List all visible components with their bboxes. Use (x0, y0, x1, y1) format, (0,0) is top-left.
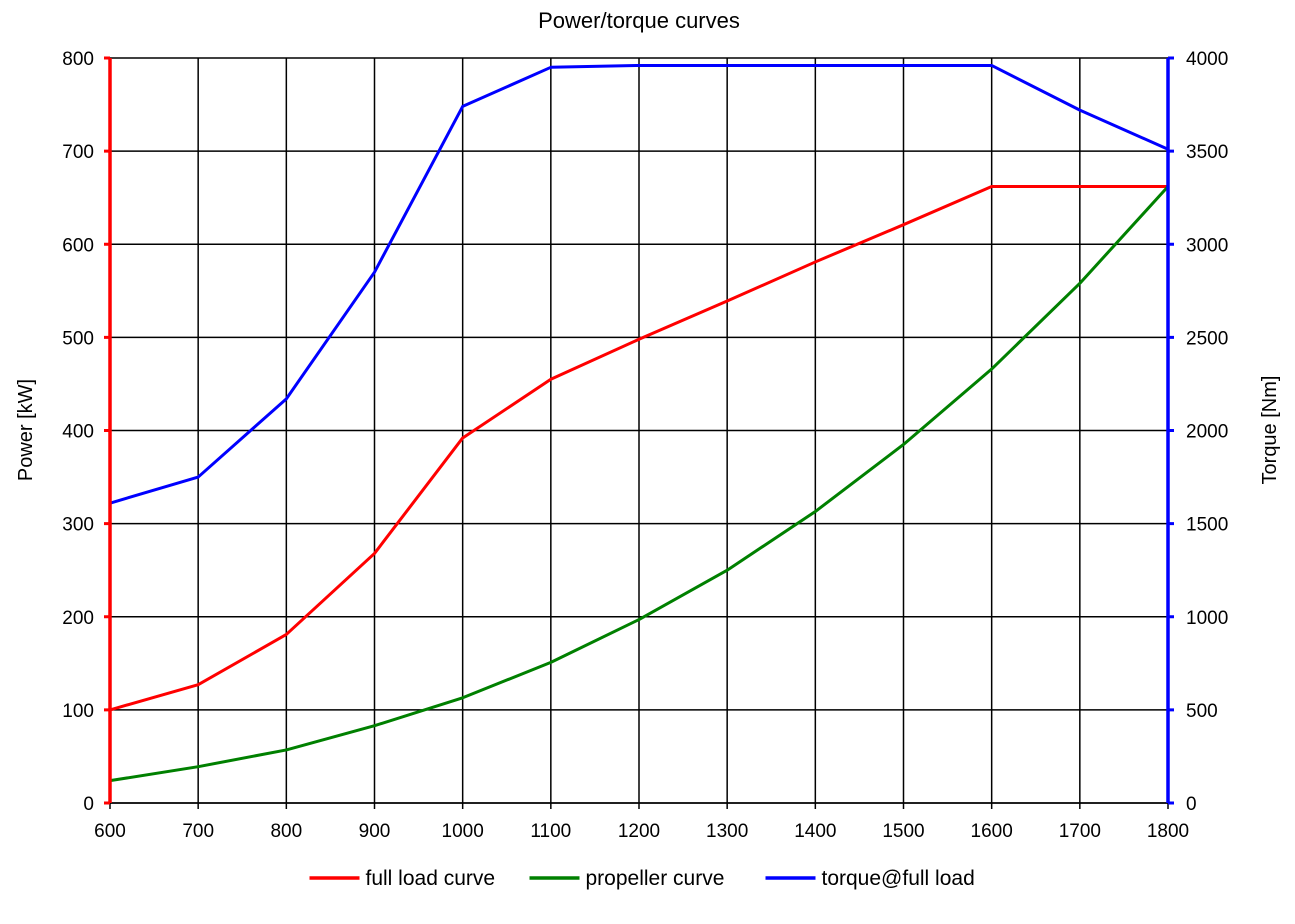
y2-axis-label-torque: Torque [Nm] (1259, 376, 1281, 485)
series-line-propeller-curve (109, 185, 1170, 783)
x-tick-label: 1800 (1147, 821, 1189, 842)
y2-tick-label: 2000 (1186, 422, 1228, 443)
y2-tick-label: 3000 (1186, 235, 1228, 256)
axes: 600 700 800 900 1000 1100 1200 1300 1400 1500 1600… (62, 49, 1228, 842)
y2-tick-label: 500 (1186, 701, 1218, 722)
y2-tick-label: 2500 (1186, 328, 1228, 349)
x-tick-label: 600 (94, 821, 126, 842)
x-tick-label: 1000 (442, 821, 484, 842)
y2-tick-label: 0 (1186, 794, 1197, 815)
y-tick-label: 500 (62, 328, 94, 349)
y-tick-label: 400 (62, 422, 94, 443)
x-tick-label: 800 (270, 821, 302, 842)
x-tick-label: 1100 (530, 821, 571, 842)
y-tick-label: 600 (62, 235, 94, 256)
x-tick-label: 700 (182, 821, 214, 842)
y2-tick-label: 3500 (1186, 142, 1228, 163)
x-tick-label: 900 (359, 821, 391, 842)
x-tick-label: 1300 (706, 821, 748, 842)
grid (109, 57, 1169, 804)
series-line-torque-full-load (109, 63, 1169, 505)
x-tick-label: 1500 (882, 821, 924, 842)
legend-label: full load curve (366, 867, 496, 890)
y2-tick-label: 4000 (1186, 49, 1228, 70)
chart-title: Power/torque curves (538, 8, 740, 33)
y-tick-label: 200 (62, 608, 94, 629)
y-tick-label: 100 (62, 701, 94, 722)
series-line-full-load-curve (109, 185, 1168, 712)
legend-label: propeller curve (586, 867, 725, 890)
y2-tick-label: 1000 (1186, 608, 1228, 629)
y-tick-label: 700 (62, 142, 94, 163)
x-tick-label: 1400 (794, 821, 836, 842)
y-tick-label: 0 (83, 794, 94, 815)
legend: full load curve propeller curve torque@ful… (309, 867, 975, 890)
y-tick-label: 800 (62, 49, 94, 70)
series-layer (109, 63, 1170, 783)
x-tick-label: 1200 (618, 821, 660, 842)
x-tick-label: 1700 (1059, 821, 1101, 842)
x-tick-label: 1600 (971, 821, 1013, 842)
legend-label: torque@full load (822, 867, 975, 890)
y2-tick-label: 1500 (1186, 515, 1228, 536)
y-tick-label: 300 (62, 515, 94, 536)
y-axis-label-power: Power [kW] (15, 379, 37, 481)
